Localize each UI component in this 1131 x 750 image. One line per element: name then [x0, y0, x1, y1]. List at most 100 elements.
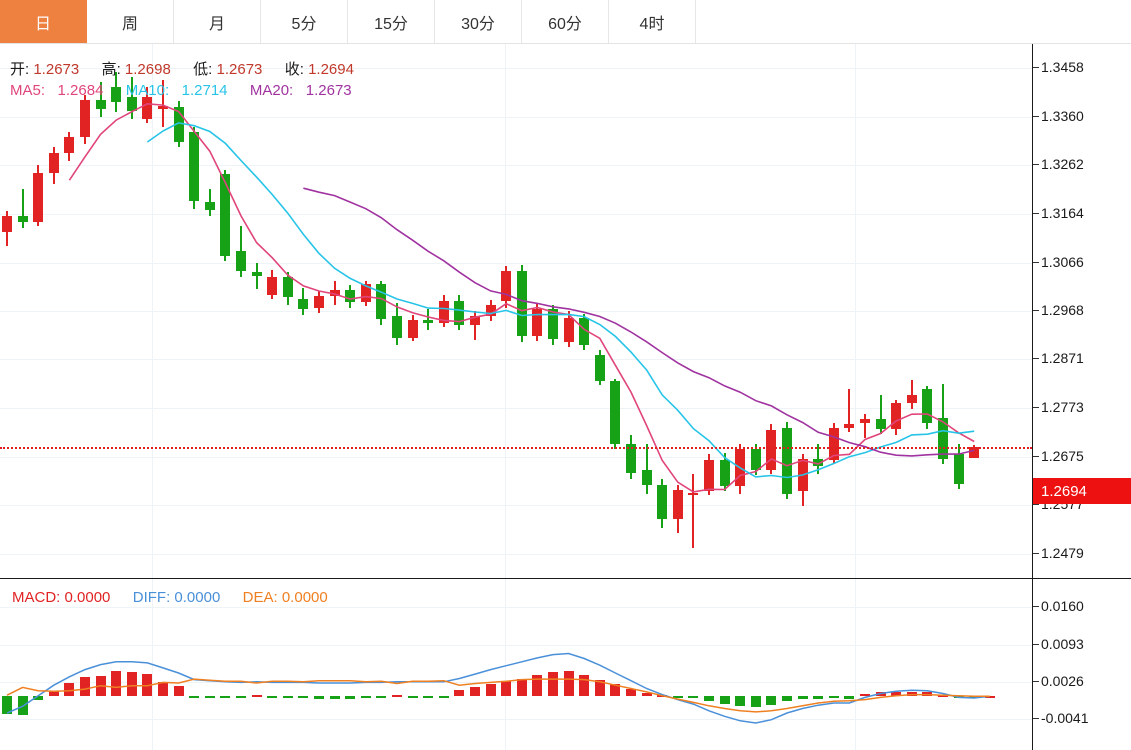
tab-5[interactable]: 30分	[435, 0, 522, 43]
candle-body	[80, 99, 90, 137]
price-tick-8: 1.2675	[1033, 448, 1084, 464]
macd-bar	[828, 696, 839, 699]
dea-line	[6, 678, 990, 713]
price-gridline-6	[0, 359, 1032, 360]
macd-vgridline-1	[505, 579, 506, 750]
price-tick-1: 1.3360	[1033, 108, 1084, 124]
macd-bar	[626, 688, 636, 697]
macd-bar	[204, 696, 215, 699]
macd-tick-2: 0.0026	[1033, 673, 1084, 689]
macd-bar	[548, 671, 558, 697]
moving-average-lines	[68, 102, 975, 493]
macd-bar	[2, 696, 12, 715]
price-tick-4: 1.3066	[1033, 254, 1084, 270]
candle-body	[719, 459, 730, 486]
tab-4[interactable]: 15分	[348, 0, 435, 43]
macd-label: MACD:	[12, 589, 61, 606]
chart-area: 开: 1.2673 高: 1.2698 低: 1.2673 收: 1.2694 …	[0, 44, 1131, 750]
candle-body	[563, 317, 574, 343]
tab-7[interactable]: 4时	[609, 0, 696, 43]
tab-0[interactable]: 日	[0, 0, 87, 43]
price-gridline-8	[0, 457, 1032, 458]
price-gridline-10	[0, 554, 1032, 555]
candle-body	[438, 301, 449, 324]
macd-bar	[704, 696, 714, 702]
macd-bar	[470, 686, 480, 697]
candle-body	[95, 99, 106, 110]
candle	[17, 44, 28, 578]
current-price-tag: 1.2694	[1033, 478, 1131, 505]
price-tick-7: 1.2773	[1033, 399, 1084, 415]
ma10-line	[146, 122, 975, 479]
candle-body	[48, 152, 59, 174]
candle	[875, 44, 886, 578]
price-tick-label: 1.2675	[1041, 447, 1084, 464]
candle-wick	[21, 188, 24, 229]
tab-1[interactable]: 周	[87, 0, 174, 43]
current-price-value: 1.2694	[1041, 482, 1087, 500]
candle	[704, 44, 714, 578]
price-tick-label: 1.3360	[1041, 107, 1084, 124]
candle-body	[282, 276, 293, 298]
candle	[33, 44, 44, 578]
candle-body	[953, 454, 964, 484]
macd-bar	[594, 679, 605, 697]
price-tick-label: 1.2871	[1041, 350, 1084, 367]
candle	[906, 44, 917, 578]
macd-bar	[282, 696, 293, 699]
moving-average-legend: MA5: 1.2684 MA10: 1.2714 MA20: 1.2673	[10, 82, 352, 99]
candle	[969, 44, 980, 578]
candle-body	[766, 430, 777, 470]
macd-legend: MACD: 0.0000 DIFF: 0.0000 DEA: 0.0000	[12, 589, 328, 606]
candle-body	[548, 309, 558, 339]
candle	[953, 44, 964, 578]
candle	[345, 44, 356, 578]
macd-bar	[750, 696, 761, 708]
macd-bar	[48, 690, 59, 697]
macd-bar	[251, 695, 262, 698]
candle-wick	[692, 473, 695, 549]
close-label: 收:	[284, 61, 304, 78]
macd-bar	[454, 689, 465, 697]
price-gridline-0	[0, 68, 1032, 69]
candle-body	[579, 317, 590, 345]
tab-6[interactable]: 60分	[522, 0, 609, 43]
candle	[267, 44, 278, 578]
macd-bar	[860, 694, 870, 697]
price-gridline-5	[0, 311, 1032, 312]
macd-bar	[610, 684, 621, 697]
price-chart-panel[interactable]: 开: 1.2673 高: 1.2698 低: 1.2673 收: 1.2694 …	[0, 44, 1032, 578]
diff-line	[6, 652, 990, 724]
candle	[80, 44, 90, 578]
candle	[844, 44, 855, 578]
macd-bar	[376, 696, 387, 699]
macd-bar	[189, 696, 200, 699]
candle-body	[142, 97, 153, 119]
candle-wick	[474, 311, 476, 340]
ma10-value: 1.2714	[181, 82, 228, 99]
tab-3[interactable]: 5分	[261, 0, 348, 43]
candle	[672, 44, 683, 578]
candle	[579, 44, 590, 578]
candle-body	[360, 284, 371, 303]
price-vgridline-2	[855, 44, 856, 578]
macd-chart-panel[interactable]: MACD: 0.0000 DIFF: 0.0000 DEA: 0.0000	[0, 579, 1032, 750]
tab-2[interactable]: 月	[174, 0, 261, 43]
candle	[594, 44, 605, 578]
candle-body	[407, 320, 418, 339]
macd-bar	[813, 696, 824, 699]
candle-wick	[99, 82, 102, 117]
candle-body	[844, 424, 855, 429]
macd-bar	[329, 696, 340, 699]
price-axis-line	[1032, 44, 1033, 750]
diff-label: DIFF:	[132, 589, 171, 606]
candle	[360, 44, 371, 578]
candle	[142, 44, 153, 578]
candle	[392, 44, 402, 578]
candle-wick	[427, 309, 430, 331]
price-tick-label: 1.2479	[1041, 544, 1084, 561]
macd-bar	[111, 670, 122, 697]
candle	[891, 44, 902, 578]
macd-bar	[719, 696, 730, 705]
